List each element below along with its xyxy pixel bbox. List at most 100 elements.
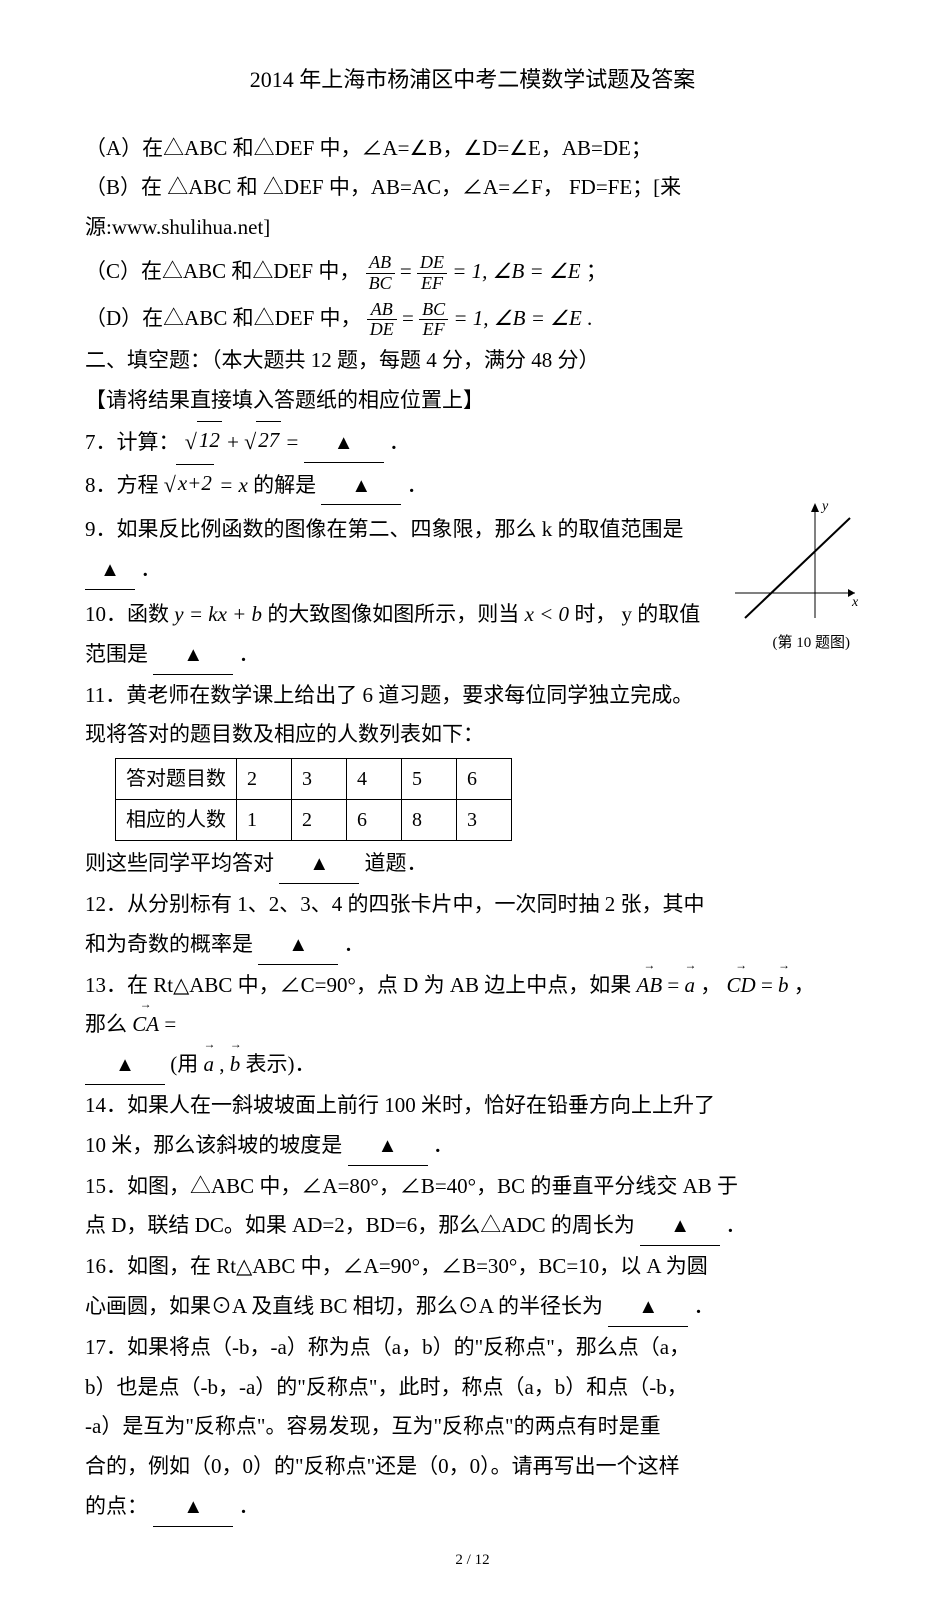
vector-ab: →AB xyxy=(637,967,663,1005)
period: ． xyxy=(433,1133,454,1157)
vector-ca: →CA xyxy=(132,1006,159,1044)
question-17-b: b）也是点（-b，-a）的"反称点"，此时，称点（a，b）和点（-b， xyxy=(85,1369,860,1407)
table-cell: 3 xyxy=(292,759,347,800)
triangle-icon: ▲ xyxy=(334,432,354,454)
sqrt-arg: 12 xyxy=(197,421,222,460)
equals: = xyxy=(400,259,417,283)
q10-d: 范围是 xyxy=(85,642,153,666)
q10-a: 10．函数 xyxy=(85,602,174,626)
option-b-line2: 源:www.shulihua.net] xyxy=(85,209,860,247)
triangle-icon: ▲ xyxy=(638,1296,658,1318)
equals: = xyxy=(667,973,684,997)
answer-blank[interactable]: ▲ xyxy=(85,1046,165,1085)
q11-c: 则这些同学平均答对 xyxy=(85,851,274,875)
q13-b: 那么 xyxy=(85,1012,127,1036)
q15-b: 点 D，联结 DC。如果 AD=2，BD=6，那么△ADC 的周长为 xyxy=(85,1213,640,1237)
table-cell: 6 xyxy=(457,759,512,800)
question-16-b: 心画圆，如果⊙A 及直线 BC 相切，那么⊙A 的半径长为 ▲ ． xyxy=(85,1288,860,1327)
table-row: 相应的人数 1 2 6 8 3 xyxy=(116,800,512,841)
q10-eq: y = kx + b xyxy=(174,602,262,626)
q8-pre: 8．方程 xyxy=(85,473,159,497)
triangle-icon: ▲ xyxy=(115,1054,135,1076)
q11-d: 道题． xyxy=(365,851,428,875)
period: ． xyxy=(694,1294,715,1318)
question-14-b: 10 米，那么该斜坡的坡度是 ▲ ． xyxy=(85,1127,860,1166)
q7-eq: = xyxy=(287,430,299,454)
data-table: 答对题目数 2 3 4 5 6 相应的人数 1 2 6 8 3 xyxy=(115,758,512,841)
option-c-pre: （C）在△ABC 和△DEF 中， xyxy=(85,259,366,283)
answer-blank[interactable]: ▲ xyxy=(85,551,135,590)
q14-b: 10 米，那么该斜坡的坡度是 xyxy=(85,1133,348,1157)
frac-den: BC xyxy=(366,274,395,294)
vector-cd: →CD xyxy=(727,967,756,1005)
vector-b2: →b xyxy=(230,1046,241,1084)
period: ． xyxy=(239,1494,260,1518)
table-cell: 2 xyxy=(292,800,347,841)
table-row: 答对题目数 2 3 4 5 6 xyxy=(116,759,512,800)
page-title: 2014 年上海市杨浦区中考二模数学试题及答案 xyxy=(85,60,860,100)
answer-blank[interactable]: ▲ xyxy=(279,845,359,884)
section-2-title: 二、填空题：（本大题共 12 题，每题 4 分，满分 48 分） xyxy=(85,342,860,380)
plus: + xyxy=(227,430,244,454)
vec-label: a xyxy=(204,1052,215,1076)
triangle-icon: ▲ xyxy=(288,934,308,956)
option-a: （A）在△ABC 和△DEF 中，∠A=∠B，∠D=∠E，AB=DE； xyxy=(85,130,860,168)
answer-blank[interactable]: ▲ xyxy=(153,1488,233,1527)
option-a-text: （A）在△ABC 和△DEF 中，∠A=∠B，∠D=∠E，AB=DE； xyxy=(85,136,652,160)
question-16-a: 16．如图，在 Rt△ABC 中，∠A=90°，∠B=30°，BC=10，以 A… xyxy=(85,1248,860,1286)
answer-blank[interactable]: ▲ xyxy=(640,1207,720,1246)
period: ． xyxy=(344,932,365,956)
period: ． xyxy=(140,557,161,581)
q17-e: 的点： xyxy=(85,1494,148,1518)
answer-blank[interactable]: ▲ xyxy=(258,926,338,965)
option-d: （D）在△ABC 和△DEF 中， AB DE = BC EF = 1, ∠B … xyxy=(85,300,860,341)
question-10-b: 范围是 ▲ ． xyxy=(85,636,860,675)
equals: = xyxy=(164,1012,176,1036)
period: ． xyxy=(725,1213,746,1237)
q10-b: 的大致图像如图所示，则当 xyxy=(267,602,524,626)
q10-cond: x < 0 xyxy=(525,602,570,626)
question-13-c: ▲ (用 →a , →b 表示)． xyxy=(85,1046,860,1085)
frac-den: DE xyxy=(367,320,397,340)
answer-blank[interactable]: ▲ xyxy=(321,467,401,506)
option-d-pre: （D）在△ABC 和△DEF 中， xyxy=(85,306,367,330)
vec-label: a xyxy=(685,973,696,997)
q13-d: 表示)． xyxy=(246,1052,316,1076)
triangle-icon: ▲ xyxy=(309,853,329,875)
q10-c: 时， y 的取值 xyxy=(574,602,700,626)
fraction-bc-ef: BC EF xyxy=(419,300,448,341)
svg-text:x: x xyxy=(851,595,859,610)
answer-blank[interactable]: ▲ xyxy=(304,424,384,463)
period: ． xyxy=(239,642,260,666)
table-cell: 4 xyxy=(347,759,402,800)
fraction-ab-de: AB DE xyxy=(367,300,397,341)
vec-label: b xyxy=(778,973,789,997)
answer-blank[interactable]: ▲ xyxy=(608,1288,688,1327)
frac-num: AB xyxy=(366,253,395,274)
question-17-a: 17．如果将点（-b，-a）称为点（a，b）的"反称点"，那么点（a， xyxy=(85,1329,860,1367)
sqrt-arg: 27 xyxy=(256,421,281,460)
fraction-de-ef: DE EF xyxy=(417,253,447,294)
comma: , xyxy=(219,1052,224,1076)
frac-num: DE xyxy=(417,253,447,274)
frac-den: EF xyxy=(417,274,447,294)
table-cell: 5 xyxy=(402,759,457,800)
sqrt-arg: x+2 xyxy=(176,464,214,503)
question-15-b: 点 D，联结 DC。如果 AD=2，BD=6，那么△ADC 的周长为 ▲ ． xyxy=(85,1207,860,1246)
table-cell: 6 xyxy=(347,800,402,841)
period: ． xyxy=(389,430,410,454)
table-cell: 答对题目数 xyxy=(116,759,237,800)
comma: ， xyxy=(794,973,815,997)
q16-b: 心画圆，如果⊙A 及直线 BC 相切，那么⊙A 的半径长为 xyxy=(85,1294,608,1318)
question-11-c: 则这些同学平均答对 ▲ 道题． xyxy=(85,845,860,884)
equals: = xyxy=(761,973,778,997)
table-cell: 3 xyxy=(457,800,512,841)
period: ． xyxy=(407,473,428,497)
answer-blank[interactable]: ▲ xyxy=(153,636,233,675)
answer-blank[interactable]: ▲ xyxy=(348,1127,428,1166)
page-number: 2 / 12 xyxy=(85,1547,860,1574)
option-c: （C）在△ABC 和△DEF 中， AB BC = DE EF = 1, ∠B … xyxy=(85,253,860,294)
vec-label: CA xyxy=(132,1012,159,1036)
svg-text:y: y xyxy=(820,499,829,514)
question-15-a: 15．如图，△ABC 中，∠A=80°，∠B=40°，BC 的垂直平分线交 AB… xyxy=(85,1168,860,1206)
